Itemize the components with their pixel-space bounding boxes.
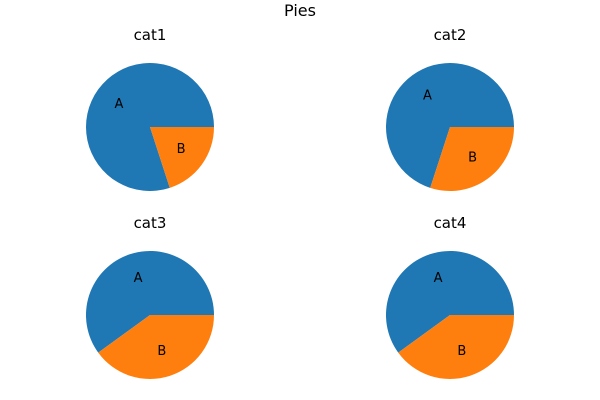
pie-label-cat2-B: B (468, 151, 477, 166)
figure-title: Pies (284, 1, 316, 20)
pie-label-cat4-A: A (434, 271, 443, 286)
pie-slice-cat4-B (398, 315, 514, 380)
pie-title-cat3: cat3 (134, 214, 167, 232)
pie-title-cat2: cat2 (434, 26, 467, 44)
pie-title-cat1: cat1 (134, 26, 167, 44)
pie-slice-cat1-A (86, 63, 214, 192)
pie-label-cat1-A: A (114, 97, 123, 112)
pie-label-cat1-B: B (177, 142, 186, 157)
pie-chart-cat4: cat4 A B (386, 214, 514, 380)
pie-slice-cat3-B (98, 315, 214, 380)
pie-slice-cat2-A (385, 63, 514, 188)
pie-label-cat4-B: B (457, 344, 466, 359)
pie-slice-cat2-B (430, 127, 514, 192)
pie-label-cat3-B: B (157, 344, 166, 359)
pie-slice-cat4-A (386, 251, 514, 353)
pie-chart-cat3: cat3 A B (86, 214, 214, 380)
pie-chart-cat1: cat1 A B (86, 26, 214, 192)
pie-label-cat3-A: A (134, 271, 143, 286)
pie-title-cat4: cat4 (434, 214, 467, 232)
pie-chart-cat2: cat2 A B (385, 26, 514, 192)
pie-slice-cat1-B (150, 127, 214, 188)
pie-slice-cat3-A (86, 251, 214, 353)
pie-label-cat2-A: A (423, 88, 432, 103)
